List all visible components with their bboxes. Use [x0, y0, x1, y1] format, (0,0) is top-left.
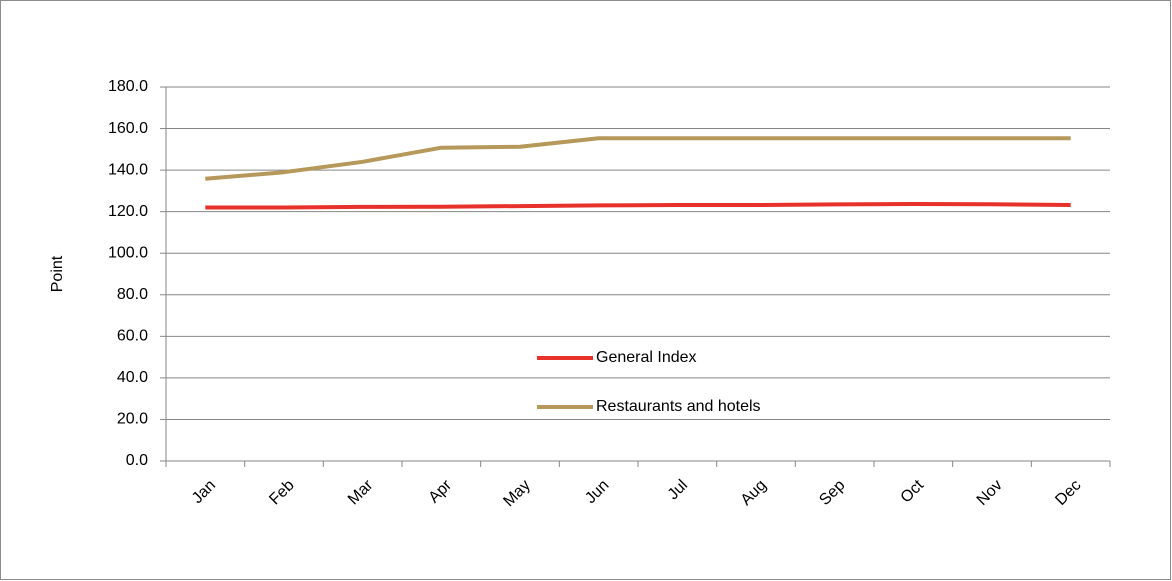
y-tick-label: 80.0 [117, 286, 148, 303]
series-line [205, 136, 1071, 181]
y-tick-label: 40.0 [117, 369, 148, 386]
y-tick-label: 160.0 [108, 120, 148, 137]
y-tick-label: 60.0 [117, 328, 148, 345]
y-axis-label: Point [49, 255, 66, 292]
y-tick-label: 0.0 [126, 452, 148, 469]
y-tick-label: 100.0 [108, 244, 148, 261]
y-tick-label: 20.0 [117, 411, 148, 428]
y-tick-label: 180.0 [108, 78, 148, 95]
y-tick-label: 120.0 [108, 203, 148, 220]
series-line [205, 202, 1071, 210]
y-tick-label: 140.0 [108, 161, 148, 178]
legend-label: General Index [596, 349, 697, 366]
legend-label: Restaurants and hotels [596, 398, 761, 415]
